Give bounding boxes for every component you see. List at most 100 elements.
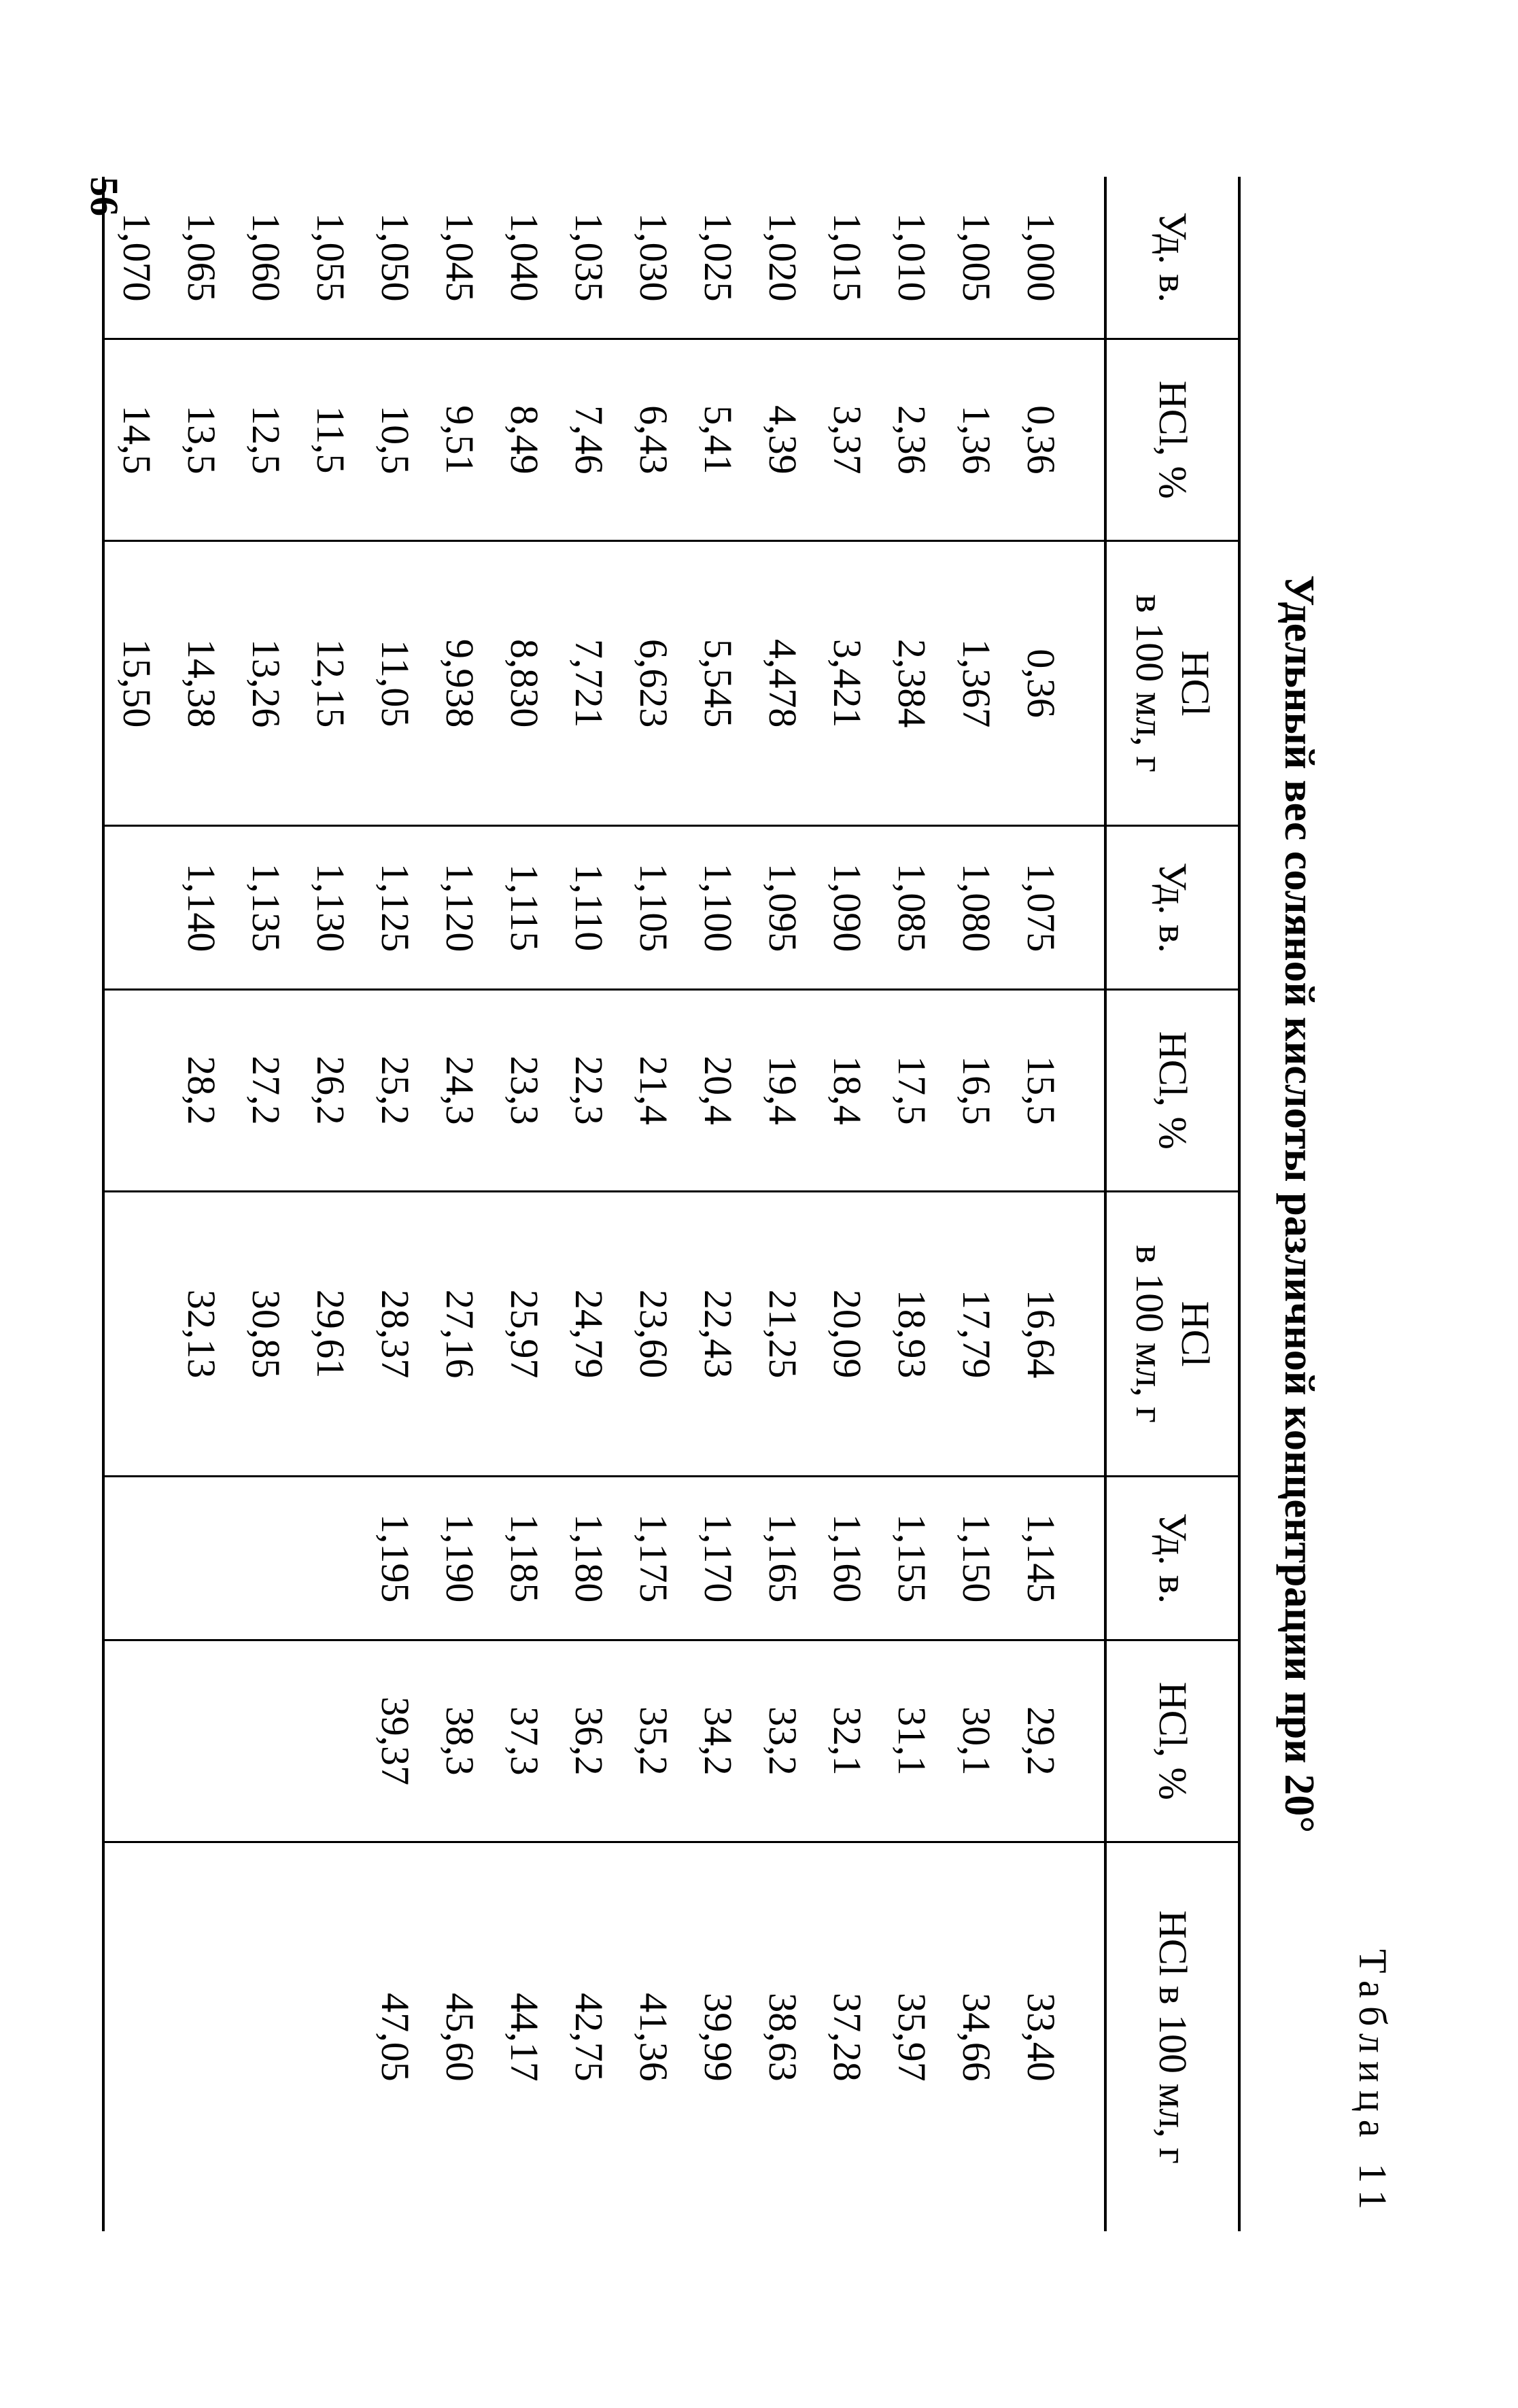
table-cell: 31,1	[880, 1640, 944, 1842]
table-cell: 1,130	[298, 826, 363, 989]
table-cell: 23,3	[492, 989, 557, 1191]
table-cell: 34,66	[944, 1842, 1009, 2231]
table-cell: 1,160	[815, 1477, 880, 1640]
table-cell: 1,165	[751, 1477, 815, 1640]
table-cell: 4,39	[751, 339, 815, 540]
table-cell: 6,43	[621, 339, 686, 540]
table-cell: 1,125	[363, 826, 428, 989]
table-cell: 1,035	[557, 177, 621, 339]
table-row: 1,05010,511,051,12525,228,371,19539,3747…	[363, 177, 428, 2231]
table-cell: 7,46	[557, 339, 621, 540]
column-header: HClв 100 мл, г	[1105, 1191, 1239, 1477]
table-cell: 1,175	[621, 1477, 686, 1640]
table-cell: 32,1	[815, 1640, 880, 1842]
table-cell: 13,5	[169, 339, 234, 540]
table-body: 1,0000,360,361,07515,516,641,14529,233,4…	[103, 177, 1105, 2231]
table-cell	[169, 1640, 234, 1842]
column-header: HCl, %	[1105, 339, 1239, 540]
table-cell: 1,155	[880, 1477, 944, 1640]
table-cell: 1,060	[234, 177, 298, 339]
page-container: Таблица 11 Удельный вес соляной кислоты …	[0, 0, 1518, 2408]
table-cell	[298, 1842, 363, 2231]
table-cell: 1,000	[1009, 177, 1073, 339]
table-cell	[103, 1477, 169, 1640]
table-cell: 15,5	[1009, 989, 1073, 1191]
table-cell: 16,64	[1009, 1191, 1073, 1477]
table-cell: 21,25	[751, 1191, 815, 1477]
table-cell: 14,38	[169, 540, 234, 826]
table-cell	[298, 1477, 363, 1640]
column-header: HCl в 100 мл, г	[1105, 1842, 1239, 2231]
table-cell: 1,115	[492, 826, 557, 989]
table-row: 1,07014,515,50	[103, 177, 169, 2231]
table-cell: 1,150	[944, 1477, 1009, 1640]
table-cell: 1,090	[815, 826, 880, 989]
table-cell: 13,26	[234, 540, 298, 826]
table-cell: 39,99	[686, 1842, 751, 2231]
table-cell: 1,100	[686, 826, 751, 989]
table-row: 1,06012,513,261,13527,230,85	[234, 177, 298, 2231]
table-cell	[234, 1842, 298, 2231]
table-cell: 28,37	[363, 1191, 428, 1477]
table-cell: 1,075	[1009, 826, 1073, 989]
table-row: 1,0000,360,361,07515,516,641,14529,233,4…	[1009, 177, 1073, 2231]
table-cell: 18,4	[815, 989, 880, 1191]
table-cell: 1,015	[815, 177, 880, 339]
table-cell: 23,60	[621, 1191, 686, 1477]
table-cell: 1,065	[169, 177, 234, 339]
table-cell: 1,080	[944, 826, 1009, 989]
table-cell	[103, 1640, 169, 1842]
table-cell: 8,830	[492, 540, 557, 826]
table-cell: 9,51	[428, 339, 492, 540]
table-cell	[103, 826, 169, 989]
column-header: HCl, %	[1105, 1640, 1239, 1842]
table-cell: 0,36	[1009, 339, 1073, 540]
table-cell: 29,2	[1009, 1640, 1073, 1842]
table-row: 1,0255,415,5451,10020,422,431,17034,239,…	[686, 177, 751, 2231]
table-cell: 38,63	[751, 1842, 815, 2231]
table-cell: 1,085	[880, 826, 944, 989]
table-cell: 1,055	[298, 177, 363, 339]
table-cell: 28,2	[169, 989, 234, 1191]
table-cell: 36,2	[557, 1640, 621, 1842]
table-cell: 1,110	[557, 826, 621, 989]
table-cell: 37,28	[815, 1842, 880, 2231]
table-row: 1,0459,519,9381,12024,327,161,19038,345,…	[428, 177, 492, 2231]
table-cell: 22,43	[686, 1191, 751, 1477]
table-cell: 1,180	[557, 1477, 621, 1640]
table-cell	[298, 1640, 363, 1842]
table-cell: 26,2	[298, 989, 363, 1191]
table-cell: 3,37	[815, 339, 880, 540]
table-cell: 1,140	[169, 826, 234, 989]
table-cell: 20,4	[686, 989, 751, 1191]
table-cell: 1,005	[944, 177, 1009, 339]
table-cell: 1,040	[492, 177, 557, 339]
table-cell: 29,61	[298, 1191, 363, 1477]
table-cell: 33,2	[751, 1640, 815, 1842]
table-row: 1,06513,514,381,14028,232,13	[169, 177, 234, 2231]
table-cell: 1,185	[492, 1477, 557, 1640]
table-cell: 1,095	[751, 826, 815, 989]
table-cell: 32,13	[169, 1191, 234, 1477]
table-header: Уд. в.HCl, %HClв 100 мл, гУд. в.HCl, %HC…	[1105, 177, 1239, 2231]
table-cell: 1,145	[1009, 1477, 1073, 1640]
table-cell: 1,195	[363, 1477, 428, 1640]
density-table: Уд. в.HCl, %HClв 100 мл, гУд. в.HCl, %HC…	[102, 177, 1241, 2231]
table-cell: 11,05	[363, 540, 428, 826]
table-cell	[169, 1477, 234, 1640]
table-cell: 9,938	[428, 540, 492, 826]
table-cell: 38,3	[428, 1640, 492, 1842]
table-cell: 19,4	[751, 989, 815, 1191]
table-cell: 2,384	[880, 540, 944, 826]
table-cell: 17,79	[944, 1191, 1009, 1477]
table-cell: 5,41	[686, 339, 751, 540]
table-cell: 44,17	[492, 1842, 557, 2231]
table-cell: 1,050	[363, 177, 428, 339]
table-cell: 1,135	[234, 826, 298, 989]
table-cell: 17,5	[880, 989, 944, 1191]
table-cell: 2,36	[880, 339, 944, 540]
header-row: Уд. в.HCl, %HClв 100 мл, гУд. в.HCl, %HC…	[1105, 177, 1239, 2231]
table-cell: 24,3	[428, 989, 492, 1191]
table-cell: 1,367	[944, 540, 1009, 826]
table-cell: 15,50	[103, 540, 169, 826]
